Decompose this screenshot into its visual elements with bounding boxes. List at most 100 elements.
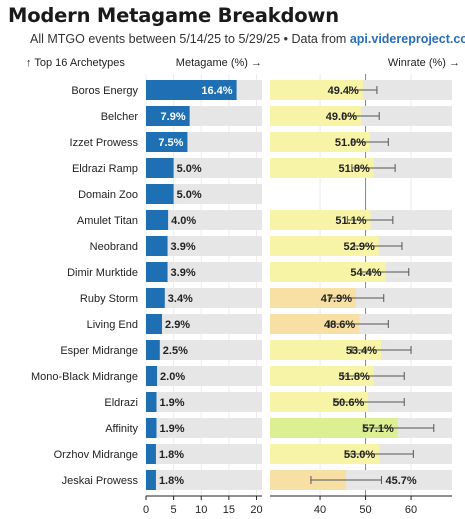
- metagame-value-label: 7.5%: [158, 137, 183, 149]
- winrate-bar: [270, 340, 382, 360]
- archetypes-header: ↑ Top 16 Archetypes: [26, 57, 125, 69]
- winrate-value-label: 51.8%: [339, 371, 370, 383]
- winrate-bar: [270, 444, 380, 464]
- winrate-value-label: 53.4%: [346, 345, 377, 357]
- winrate-tick-label: 60: [405, 504, 417, 516]
- metagame-value-label: 1.9%: [159, 423, 184, 435]
- chart-row: Jeskai Prowess 1.8% 45.7%: [62, 470, 452, 490]
- metagame-bar: [146, 418, 157, 438]
- chart-title: Modern Metagame Breakdown: [8, 4, 339, 27]
- winrate-value-label: 49.0%: [326, 111, 357, 123]
- metagame-bar: [146, 236, 168, 256]
- winrate-value-label: 57.1%: [363, 423, 394, 435]
- chart-row: Esper Midrange 2.5% 53.4%: [60, 340, 452, 360]
- chart-row: Affinity 1.9% 57.1%: [105, 418, 452, 438]
- category-label: Orzhov Midrange: [54, 449, 138, 461]
- metagame-bar: [146, 444, 156, 464]
- winrate-tick-label: 50: [359, 504, 371, 516]
- category-label: Esper Midrange: [60, 345, 138, 357]
- metagame-bar: [146, 106, 190, 126]
- chart-row: Amulet Titan 4.0% 51.1%: [77, 210, 452, 230]
- category-label: Neobrand: [90, 241, 138, 253]
- winrate-value-label: 47.9%: [321, 293, 352, 305]
- metagame-track: [146, 288, 262, 308]
- winrate-value-label: 51.1%: [335, 215, 366, 227]
- winrate-value-label: 50.6%: [333, 397, 364, 409]
- metagame-value-label: 3.9%: [171, 267, 196, 279]
- winrate-bar: [270, 314, 360, 334]
- metagame-bar: [146, 392, 157, 412]
- metagame-bar: [146, 158, 174, 178]
- category-label: Domain Zoo: [78, 189, 138, 201]
- winrate-value-label: 48.6%: [324, 319, 355, 331]
- chart-row: Eldrazi 1.9% 50.6%: [104, 392, 452, 412]
- metagame-value-label: 5.0%: [177, 163, 202, 175]
- chart-row: Living End 2.9% 48.6%: [87, 314, 452, 334]
- winrate-value-label: 49.4%: [328, 85, 359, 97]
- winrate-bar: [270, 262, 386, 282]
- category-label: Eldrazi Ramp: [72, 163, 138, 175]
- subtitle-text: All MTGO events between 5/14/25 to 5/29/…: [30, 32, 350, 46]
- category-label: Belcher: [101, 111, 139, 123]
- metagame-track: [146, 262, 262, 282]
- winrate-bar: [270, 288, 356, 308]
- metagame-bar: [146, 470, 156, 490]
- metagame-value-label: 2.5%: [163, 345, 188, 357]
- metagame-bar: [146, 184, 174, 204]
- winrate-header: Winrate (%) →: [388, 57, 460, 69]
- winrate-value-label: 51.8%: [339, 163, 370, 175]
- winrate-bar: [270, 418, 398, 438]
- metagame-value-label: 1.8%: [159, 449, 184, 461]
- metagame-bar: [146, 288, 165, 308]
- metagame-track: [146, 158, 262, 178]
- metagame-bar: [146, 314, 163, 334]
- winrate-value-label: 45.7%: [385, 475, 416, 487]
- metagame-value-label: 16.4%: [201, 85, 232, 97]
- metagame-value-label: 1.8%: [159, 475, 184, 487]
- metagame-track: [146, 470, 262, 490]
- category-label: Affinity: [105, 423, 138, 435]
- chart-row: Belcher 7.9% 49.0%: [101, 106, 452, 126]
- category-label: Mono-Black Midrange: [31, 371, 138, 383]
- winrate-value-label: 52.9%: [344, 241, 375, 253]
- metagame-tick-label: 15: [223, 504, 235, 516]
- metagame-value-label: 3.4%: [168, 293, 193, 305]
- metagame-value-label: 2.9%: [165, 319, 190, 331]
- chart-row: Domain Zoo 5.0%: [78, 184, 262, 204]
- metagame-track: [146, 236, 262, 256]
- chart-row: Dimir Murktide 3.9% 54.4%: [67, 262, 452, 282]
- chart-row: Eldrazi Ramp 5.0% 51.8%: [72, 158, 452, 178]
- chart-row: Neobrand 3.9% 52.9%: [90, 236, 452, 256]
- metagame-track: [146, 418, 262, 438]
- category-label: Living End: [87, 319, 138, 331]
- chart-subtitle: All MTGO events between 5/14/25 to 5/29/…: [30, 32, 465, 46]
- winrate-bar: [270, 80, 363, 100]
- data-source-link[interactable]: api.videreproject.com: [349, 32, 465, 46]
- category-label: Eldrazi: [104, 397, 138, 409]
- metagame-bar: [146, 210, 169, 230]
- chart-row: Izzet Prowess 7.5% 51.0%: [70, 132, 452, 152]
- metagame-track: [146, 366, 262, 386]
- category-label: Dimir Murktide: [67, 267, 138, 279]
- chart-row: Mono-Black Midrange 2.0% 51.8%: [31, 366, 452, 386]
- winrate-bar: [270, 210, 371, 230]
- winrate-bar: [270, 392, 369, 412]
- metagame-bar: [146, 80, 237, 100]
- metagame-track: [146, 184, 262, 204]
- metagame-track: [146, 210, 262, 230]
- category-label: Izzet Prowess: [70, 137, 139, 149]
- metagame-track: [146, 340, 262, 360]
- metagame-tick-label: 10: [195, 504, 207, 516]
- metagame-bar: [146, 340, 160, 360]
- winrate-bar: [270, 366, 374, 386]
- metagame-value-label: 7.9%: [161, 111, 186, 123]
- winrate-bar: [270, 132, 371, 152]
- metagame-bar: [146, 132, 188, 152]
- metagame-header: Metagame (%) →: [176, 57, 262, 69]
- winrate-bar: [270, 236, 379, 256]
- winrate-bar: [270, 470, 346, 490]
- metagame-bar: [146, 366, 158, 386]
- metagame-track: [146, 444, 262, 464]
- winrate-value-label: 53.0%: [344, 449, 375, 461]
